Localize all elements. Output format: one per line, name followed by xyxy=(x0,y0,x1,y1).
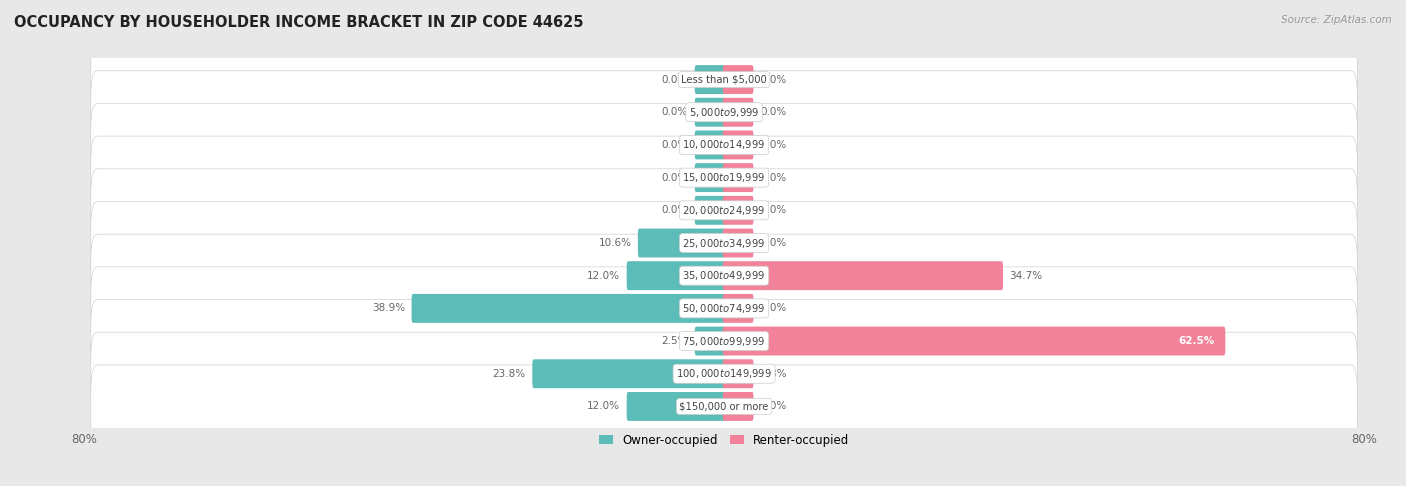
Text: 0.0%: 0.0% xyxy=(761,74,786,85)
FancyBboxPatch shape xyxy=(723,228,754,258)
Text: 2.8%: 2.8% xyxy=(761,369,786,379)
FancyBboxPatch shape xyxy=(723,327,1226,355)
Text: 0.0%: 0.0% xyxy=(761,173,786,183)
Text: 34.7%: 34.7% xyxy=(1010,271,1043,281)
FancyBboxPatch shape xyxy=(723,131,754,159)
Text: 0.0%: 0.0% xyxy=(761,401,786,412)
Text: 10.6%: 10.6% xyxy=(599,238,631,248)
Text: $100,000 to $149,999: $100,000 to $149,999 xyxy=(676,367,772,380)
FancyBboxPatch shape xyxy=(627,392,725,421)
FancyBboxPatch shape xyxy=(91,38,1357,121)
Text: 0.0%: 0.0% xyxy=(761,205,786,215)
FancyBboxPatch shape xyxy=(723,392,754,421)
Text: $15,000 to $19,999: $15,000 to $19,999 xyxy=(682,171,766,184)
FancyBboxPatch shape xyxy=(627,261,725,290)
FancyBboxPatch shape xyxy=(91,365,1357,448)
FancyBboxPatch shape xyxy=(91,234,1357,317)
Text: 23.8%: 23.8% xyxy=(492,369,526,379)
FancyBboxPatch shape xyxy=(695,196,725,225)
Text: 12.0%: 12.0% xyxy=(588,401,620,412)
FancyBboxPatch shape xyxy=(638,228,725,258)
FancyBboxPatch shape xyxy=(533,359,725,388)
Text: 0.0%: 0.0% xyxy=(761,303,786,313)
FancyBboxPatch shape xyxy=(723,163,754,192)
Text: $35,000 to $49,999: $35,000 to $49,999 xyxy=(682,269,766,282)
Legend: Owner-occupied, Renter-occupied: Owner-occupied, Renter-occupied xyxy=(593,429,855,451)
FancyBboxPatch shape xyxy=(695,327,725,355)
FancyBboxPatch shape xyxy=(91,71,1357,154)
FancyBboxPatch shape xyxy=(695,65,725,94)
FancyBboxPatch shape xyxy=(91,332,1357,415)
Text: 0.0%: 0.0% xyxy=(662,107,688,117)
Text: Less than $5,000: Less than $5,000 xyxy=(682,74,766,85)
Text: $150,000 or more: $150,000 or more xyxy=(679,401,769,412)
Text: 62.5%: 62.5% xyxy=(1178,336,1215,346)
FancyBboxPatch shape xyxy=(91,299,1357,382)
Text: 0.0%: 0.0% xyxy=(761,238,786,248)
Text: 12.0%: 12.0% xyxy=(588,271,620,281)
Text: 0.0%: 0.0% xyxy=(761,140,786,150)
Text: 38.9%: 38.9% xyxy=(373,303,405,313)
Text: Source: ZipAtlas.com: Source: ZipAtlas.com xyxy=(1281,15,1392,25)
FancyBboxPatch shape xyxy=(723,65,754,94)
FancyBboxPatch shape xyxy=(695,98,725,127)
FancyBboxPatch shape xyxy=(412,294,725,323)
FancyBboxPatch shape xyxy=(91,169,1357,252)
Text: $25,000 to $34,999: $25,000 to $34,999 xyxy=(682,237,766,249)
FancyBboxPatch shape xyxy=(723,261,1002,290)
Text: 0.0%: 0.0% xyxy=(662,74,688,85)
Text: 2.5%: 2.5% xyxy=(662,336,688,346)
Text: $20,000 to $24,999: $20,000 to $24,999 xyxy=(682,204,766,217)
FancyBboxPatch shape xyxy=(91,267,1357,350)
Text: $5,000 to $9,999: $5,000 to $9,999 xyxy=(689,106,759,119)
FancyBboxPatch shape xyxy=(91,202,1357,284)
FancyBboxPatch shape xyxy=(91,104,1357,187)
FancyBboxPatch shape xyxy=(695,163,725,192)
Text: $50,000 to $74,999: $50,000 to $74,999 xyxy=(682,302,766,315)
Text: 0.0%: 0.0% xyxy=(662,205,688,215)
Text: 0.0%: 0.0% xyxy=(761,107,786,117)
FancyBboxPatch shape xyxy=(723,294,754,323)
FancyBboxPatch shape xyxy=(91,136,1357,219)
Text: 0.0%: 0.0% xyxy=(662,173,688,183)
Text: OCCUPANCY BY HOUSEHOLDER INCOME BRACKET IN ZIP CODE 44625: OCCUPANCY BY HOUSEHOLDER INCOME BRACKET … xyxy=(14,15,583,30)
Text: $10,000 to $14,999: $10,000 to $14,999 xyxy=(682,139,766,152)
FancyBboxPatch shape xyxy=(723,359,754,388)
Text: 0.0%: 0.0% xyxy=(662,140,688,150)
Text: $75,000 to $99,999: $75,000 to $99,999 xyxy=(682,334,766,347)
FancyBboxPatch shape xyxy=(723,98,754,127)
FancyBboxPatch shape xyxy=(723,196,754,225)
FancyBboxPatch shape xyxy=(695,131,725,159)
